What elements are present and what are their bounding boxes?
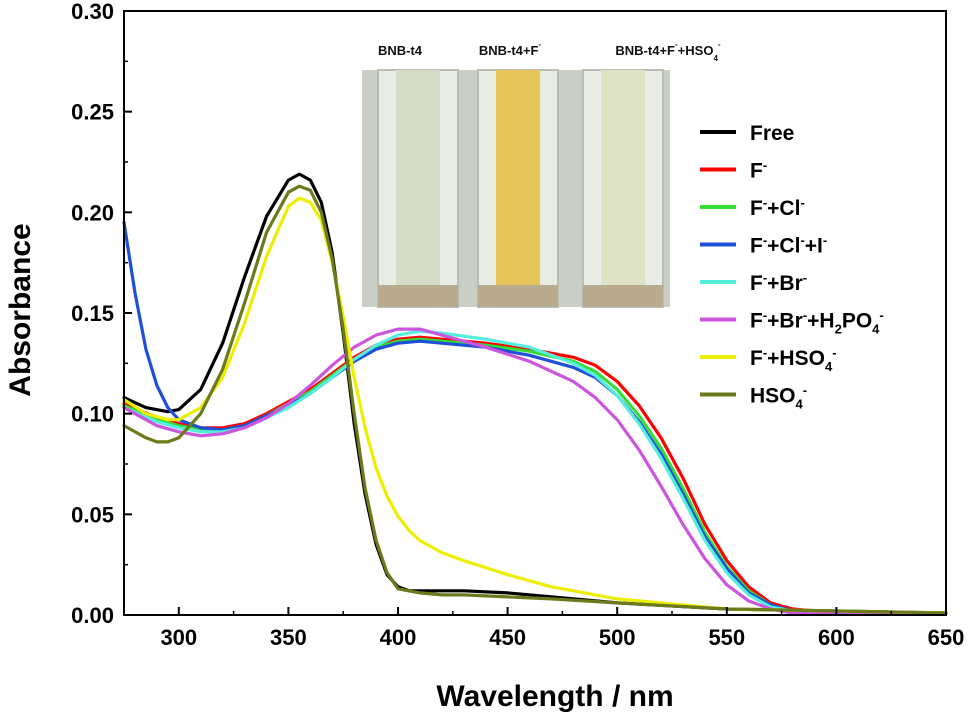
x-tick-label: 350 xyxy=(270,625,307,650)
x-tick-label: 450 xyxy=(489,625,526,650)
inset-label-3: BNB-t4+F-​+HSO4​-​ xyxy=(615,40,721,63)
y-axis-title: Absorbance xyxy=(4,223,37,396)
legend-item-6: F-​+Br-​+H2​PO4​-​ xyxy=(700,308,884,337)
inset-label-1: BNB-t4 xyxy=(378,43,423,58)
series-line-4 xyxy=(122,220,948,615)
legend-label: F-​+HSO4​-​ xyxy=(750,345,837,374)
legend-label: F-​+Br-​+H2​PO4​-​ xyxy=(750,308,884,337)
series-line-3 xyxy=(122,337,948,615)
legend-item-2: F-​ xyxy=(700,158,767,183)
legend-item-7: F-​+HSO4​-​ xyxy=(700,345,837,374)
series-line-5 xyxy=(122,329,948,615)
series-line-6 xyxy=(122,327,948,615)
legend-label: F-​+Cl-​+I-​ xyxy=(750,233,827,258)
y-tick-label: 0.15 xyxy=(71,301,114,326)
legend-label: Free xyxy=(750,122,794,145)
legend-label: F-​+Cl-​ xyxy=(750,195,805,220)
y-tick-label: 0.20 xyxy=(71,200,114,225)
cuvette-photo-inset: BNB-t4 BNB-t4+F-​ BNB-t4+F-​+HSO4​-​ xyxy=(362,40,721,308)
legend-item-5: F-​+Br-​ xyxy=(700,270,807,295)
x-tick-label: 650 xyxy=(928,625,965,650)
inset-label-2: BNB-t4+F-​ xyxy=(479,40,542,58)
cuvette-2 xyxy=(477,69,559,308)
legend-item-3: F-​+Cl-​ xyxy=(700,195,805,220)
y-tick-label: 0.10 xyxy=(71,402,114,427)
legend-item-4: F-​+Cl-​+I-​ xyxy=(700,233,827,258)
legend: Free F-​ F-​+Cl-​ F-​+Cl-​+I-​ F-​+Br-​ F-​+B… xyxy=(700,122,884,412)
x-tick-label: 300 xyxy=(160,625,197,650)
x-tick-label: 400 xyxy=(380,625,417,650)
x-tick-label: 600 xyxy=(818,625,855,650)
legend-label: F-​ xyxy=(750,158,767,183)
legend-item-1: Free xyxy=(700,122,794,145)
series-layer xyxy=(122,172,948,615)
x-tick-label: 500 xyxy=(599,625,636,650)
y-tick-label: 0.25 xyxy=(71,100,114,125)
legend-item-8: HSO4​-​ xyxy=(700,383,807,412)
cuvette-3 xyxy=(582,69,664,308)
y-tick-label: 0.30 xyxy=(71,0,114,24)
cuvette-1 xyxy=(377,69,459,308)
y-tick-label: 0.05 xyxy=(71,502,114,527)
x-tick-label: 550 xyxy=(708,625,745,650)
axes: 300 350 400 450 500 550 600 650 0.00 0.05 0.10 0.15… xyxy=(71,0,964,650)
legend-label: HSO4​-​ xyxy=(750,383,807,412)
x-axis-title: Wavelength / nm xyxy=(436,680,673,713)
y-tick-label: 0.00 xyxy=(71,603,114,628)
series-line-2 xyxy=(122,335,948,615)
series-line-8 xyxy=(122,184,948,615)
legend-label: F-​+Br-​ xyxy=(750,270,807,295)
